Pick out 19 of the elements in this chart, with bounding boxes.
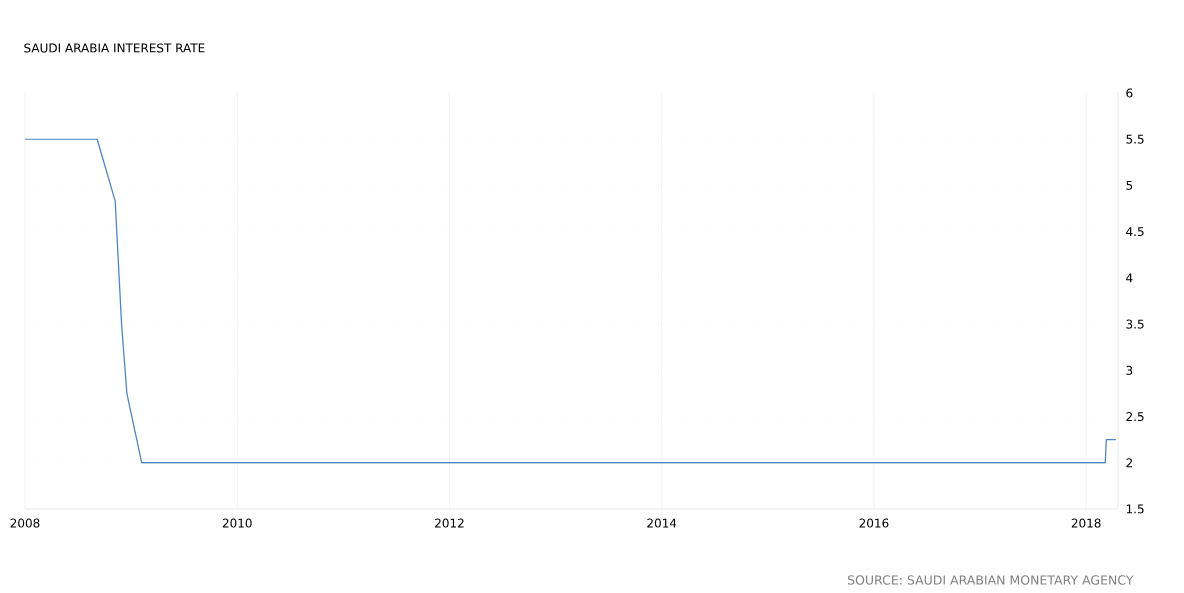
chart-title: SAUDI ARABIA INTEREST RATE [24,43,205,53]
x-tick-label: 2014 [647,518,677,528]
y-tick-label: 3 [1126,365,1133,375]
line-series [25,138,1117,464]
y-tick-label: 3.5 [1126,319,1144,329]
y-tick-label: 2.5 [1126,412,1144,422]
y-tick-label: 5.5 [1126,134,1144,144]
x-tick-label: 2018 [1071,518,1101,528]
x-tick-label: 2012 [435,518,464,528]
x-tick-label: 2010 [222,518,252,528]
y-tick-label: 2 [1126,458,1132,468]
y-tick-label: 4 [1126,273,1133,283]
y-tick-label: 5 [1126,180,1133,190]
source-note: SOURCE: SAUDI ARABIAN MONETARY AGENCY [847,575,1134,585]
x-tick-label: 2016 [859,518,889,528]
y-tick-label: 6 [1126,88,1133,98]
x-tick-label: 2008 [10,518,40,528]
y-tick-label: 4.5 [1126,227,1144,237]
y-tick-label: 1.5 [1126,504,1144,514]
